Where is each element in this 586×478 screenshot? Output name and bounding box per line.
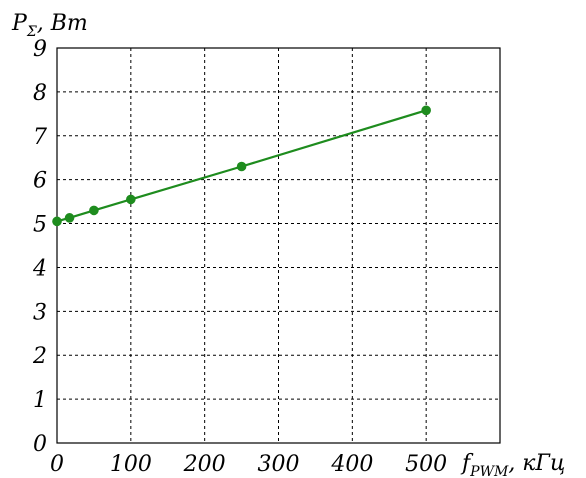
y-tick-label: 5	[33, 213, 47, 238]
y-axis-title: PΣ, Вт	[11, 11, 88, 40]
data-point	[126, 194, 136, 205]
y-tick-label: 8	[33, 81, 47, 106]
y-tick-label: 9	[33, 37, 47, 62]
data-point	[52, 216, 62, 227]
y-tick-label: 3	[33, 300, 47, 325]
grid	[57, 48, 500, 443]
y-tick-labels: 0 1 2 3 4 5 6 7 8 9	[32, 37, 47, 457]
x-axis-title-sub: PWM	[469, 464, 509, 478]
y-axis-title-unit: , Вт	[37, 11, 88, 36]
y-tick-label: 2	[32, 344, 47, 369]
series-layer	[52, 105, 431, 227]
y-tick-label: 4	[32, 256, 47, 281]
x-tick-label: 200	[183, 452, 226, 477]
x-axis-title: fPWM, кГц	[460, 451, 565, 478]
data-point	[89, 205, 99, 216]
y-tick-label: 1	[33, 388, 47, 413]
x-tick-label: 300	[258, 452, 300, 477]
y-tick-label: 6	[33, 169, 47, 194]
data-point	[64, 213, 75, 223]
x-tick-label: 0	[50, 452, 64, 477]
data-point	[236, 161, 247, 172]
x-tick-label: 500	[405, 452, 447, 477]
x-tick-labels: 0 100 200 300 400 500	[50, 452, 447, 477]
y-axis-title-sub: Σ	[26, 24, 37, 40]
y-axis-title-main: P	[11, 11, 28, 36]
x-tick-label: 400	[330, 452, 373, 477]
y-tick-label: 0	[33, 432, 47, 457]
x-axis-title-unit: , кГц	[508, 451, 565, 476]
plot-frame	[56, 47, 501, 444]
x-tick-label: 100	[110, 452, 152, 477]
y-tick-label: 7	[33, 125, 47, 150]
data-point	[421, 105, 431, 116]
